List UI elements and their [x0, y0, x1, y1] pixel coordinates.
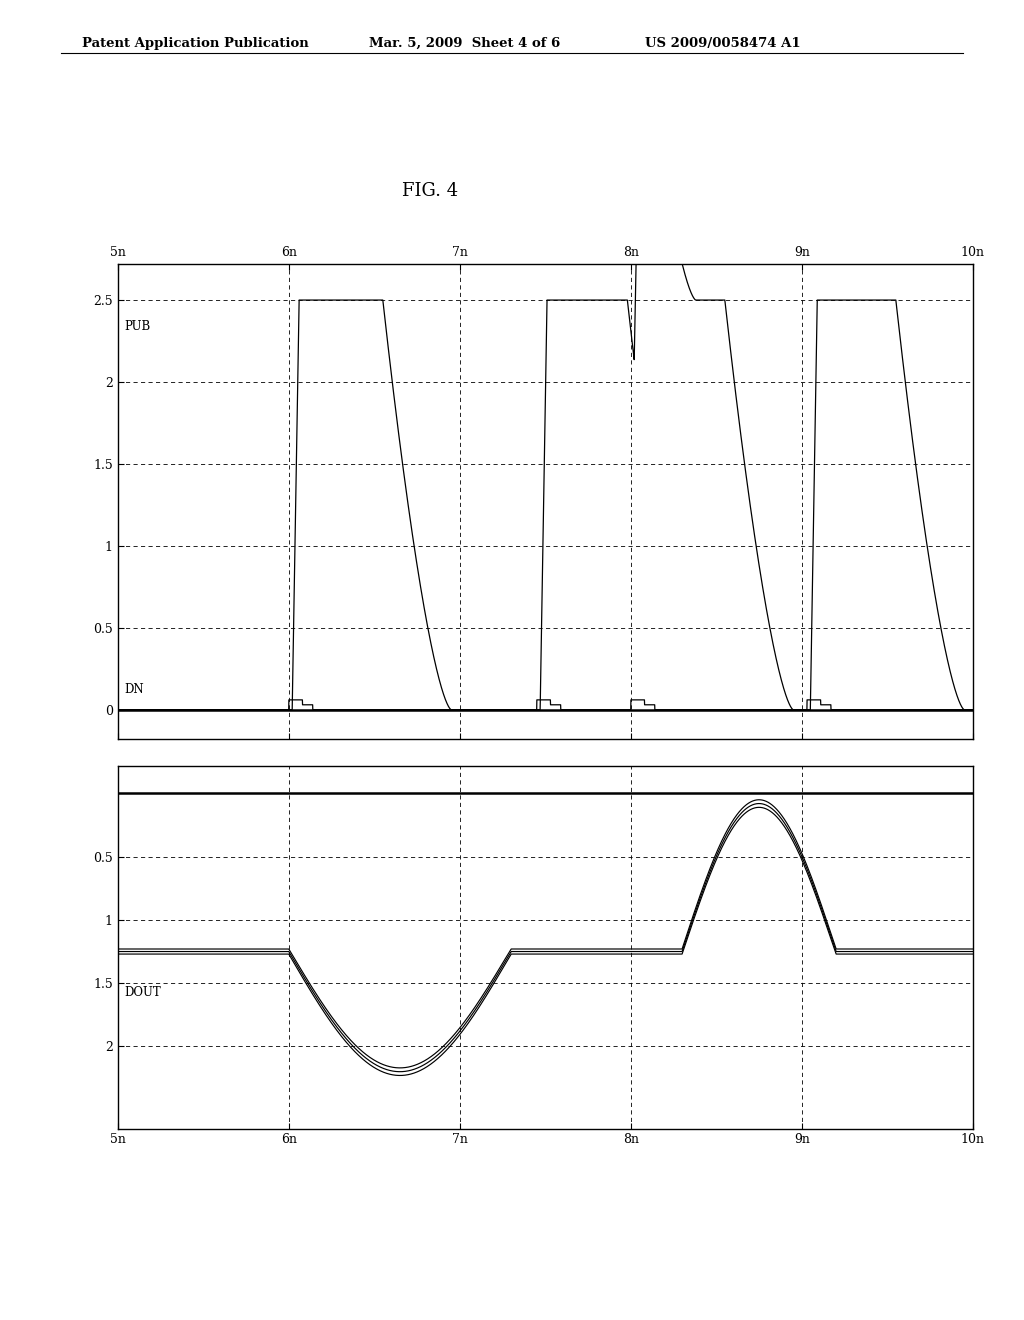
Text: Mar. 5, 2009  Sheet 4 of 6: Mar. 5, 2009 Sheet 4 of 6 [369, 37, 560, 50]
Text: DOUT: DOUT [125, 986, 162, 999]
Text: US 2009/0058474 A1: US 2009/0058474 A1 [645, 37, 801, 50]
Text: FIG. 4: FIG. 4 [402, 182, 458, 201]
Text: Patent Application Publication: Patent Application Publication [82, 37, 308, 50]
Text: DN: DN [125, 684, 144, 697]
Text: PUB: PUB [125, 319, 151, 333]
